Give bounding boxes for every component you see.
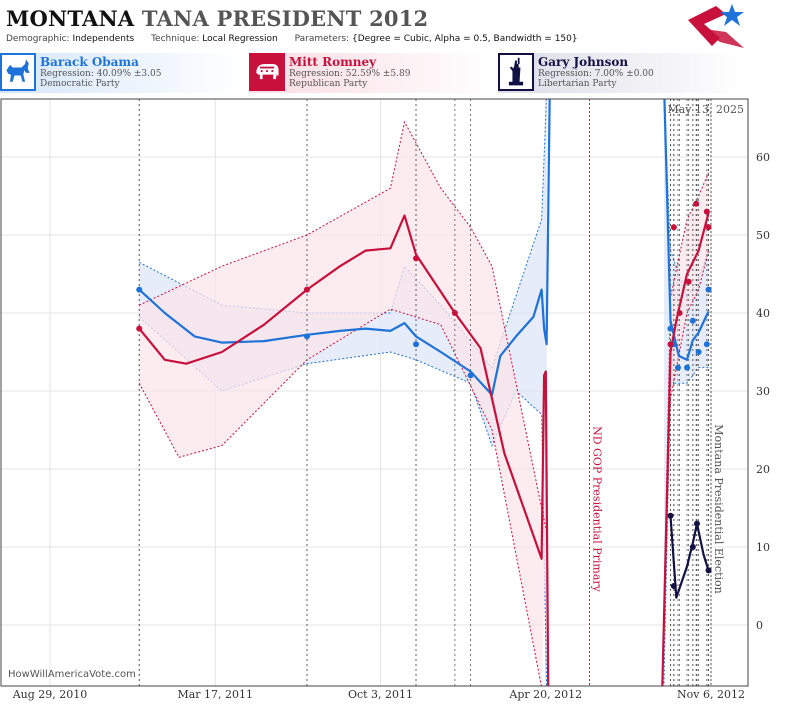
- date-stamp: May 13, 2025: [667, 103, 744, 116]
- poll-point: [667, 325, 674, 332]
- poll-point: [136, 325, 143, 332]
- y-tick-label: 10: [756, 541, 770, 554]
- demographic-label: Demographic:: [6, 34, 70, 44]
- legend-name: Gary Johnson: [538, 55, 629, 69]
- x-tick-label: Apr 20, 2012: [508, 688, 582, 701]
- x-tick-label: Aug 29, 2010: [12, 688, 88, 701]
- poll-point: [705, 567, 712, 574]
- legend-regression: Regression: 40.09% ±3.05: [40, 69, 162, 79]
- poll-point: [693, 200, 700, 207]
- poll-point: [674, 364, 681, 371]
- trend-line-late: [663, 99, 710, 361]
- poll-point: [667, 341, 674, 348]
- poll-point: [413, 255, 420, 262]
- statue-of-liberty-icon: [498, 53, 534, 91]
- parameters-label: Parameters:: [294, 34, 350, 44]
- title-state: MONTANA: [6, 6, 135, 31]
- trend-line: [138, 214, 550, 686]
- parameters-line: Demographic: Independents Technique: Loc…: [6, 34, 592, 44]
- x-tick-label: Mar 17, 2011: [177, 688, 253, 701]
- poll-point: [451, 310, 458, 316]
- y-tick-label: 40: [756, 307, 770, 320]
- legend-name: Barack Obama: [40, 55, 139, 69]
- legend-party: Democratic Party: [40, 79, 120, 89]
- technique-value: Local Regression: [202, 34, 278, 44]
- legend-johnson: Gary Johnson Regression: 7.00% ±0.00 Lib…: [498, 53, 743, 93]
- poll-point: [303, 286, 310, 293]
- poll-point: [689, 317, 696, 324]
- band-upper-line: [138, 120, 548, 532]
- event-label: ND GOP Presidential Primary: [591, 426, 604, 593]
- poll-point: [413, 341, 420, 348]
- donkey-icon: [0, 53, 36, 91]
- legend-party: Republican Party: [289, 79, 368, 89]
- page-title: MONTANA TANA PRESIDENT 2012: [6, 6, 428, 31]
- poll-point: [303, 333, 310, 340]
- poll-point: [685, 278, 692, 285]
- parameters-value: {Degree = Cubic, Alpha = 0.5, Bandwidth …: [352, 34, 578, 44]
- legend-obama: Barack Obama Regression: 40.09% ±3.05 De…: [0, 53, 245, 93]
- site-logo-icon: [688, 4, 744, 48]
- poll-point: [667, 512, 674, 519]
- y-tick-label: 20: [756, 463, 770, 476]
- poll-regression-chart: ND GOP Presidential Primary Montana Presi…: [0, 98, 770, 701]
- technique-label: Technique:: [151, 34, 200, 44]
- poll-point: [695, 349, 702, 355]
- title-rest: TANA PRESIDENT 2012: [141, 6, 429, 31]
- poll-point: [705, 286, 712, 293]
- x-tick-label: Oct 3, 2011: [348, 688, 413, 701]
- poll-point: [136, 286, 143, 293]
- y-tick-label: 60: [756, 151, 770, 164]
- poll-point: [689, 544, 696, 550]
- poll-point: [703, 208, 710, 215]
- trend-line-late: [661, 212, 710, 686]
- event-label: Montana Presidential Election: [712, 424, 725, 593]
- band-lower-line: [663, 367, 709, 686]
- legend-regression: Regression: 7.00% ±0.00: [538, 69, 654, 79]
- poll-point: [676, 310, 683, 316]
- site-credit: HowWillAmericaVote.com: [8, 669, 136, 680]
- legend-name: Mitt Romney: [289, 55, 377, 69]
- plot-frame: [0, 98, 749, 687]
- x-tick-label: Nov 6, 2012: [677, 688, 745, 701]
- y-tick-label: 30: [756, 385, 770, 398]
- legend-party: Libertarian Party: [538, 79, 617, 89]
- poll-point: [703, 341, 710, 348]
- elephant-icon: [249, 53, 285, 91]
- y-tick-label: 0: [756, 619, 763, 632]
- confidence-band: [139, 121, 547, 686]
- poll-point: [467, 372, 474, 379]
- poll-point: [693, 520, 700, 527]
- demographic-value: Independents: [72, 34, 135, 44]
- y-tick-label: 50: [756, 229, 770, 242]
- poll-point: [670, 583, 677, 589]
- band-lower-line: [138, 308, 542, 686]
- band-lower-line: [138, 316, 548, 686]
- poll-point: [670, 224, 677, 231]
- poll-point: [705, 224, 712, 231]
- legend-regression: Regression: 52.59% ±5.89: [289, 69, 411, 79]
- trend-line: [669, 515, 710, 599]
- legend-romney: Mitt Romney Regression: 52.59% ±5.89 Rep…: [249, 53, 494, 93]
- poll-point: [684, 364, 691, 371]
